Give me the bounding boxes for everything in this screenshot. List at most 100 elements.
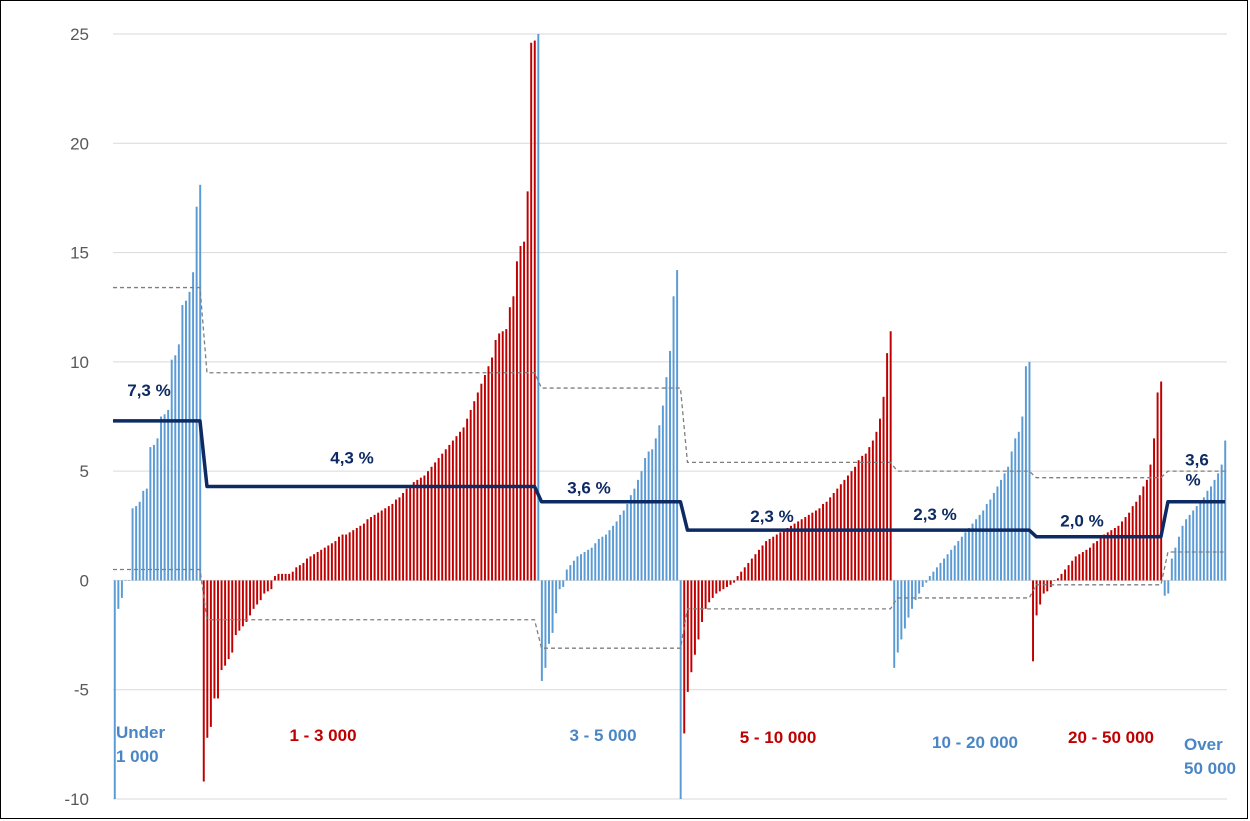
bar — [893, 580, 896, 668]
bar — [982, 510, 985, 581]
bar — [530, 42, 533, 581]
bar — [1149, 464, 1152, 581]
bar — [1088, 547, 1091, 581]
bar — [864, 453, 867, 581]
bar — [167, 409, 170, 581]
band-lines — [113, 286, 1225, 649]
y-tick-label: 15 — [70, 244, 89, 263]
bar — [1181, 525, 1184, 581]
bar — [1177, 536, 1180, 581]
bar — [1185, 519, 1188, 581]
bar — [996, 486, 999, 581]
bar — [644, 458, 647, 581]
bar — [451, 440, 454, 581]
bar — [594, 543, 597, 581]
bar — [156, 438, 159, 581]
bar — [918, 580, 921, 594]
bar — [273, 576, 276, 581]
bar — [537, 34, 540, 581]
bar — [676, 270, 679, 581]
bar — [555, 580, 558, 614]
average-label: 7,3 % — [127, 381, 170, 400]
bar — [1170, 558, 1173, 581]
bar — [754, 554, 757, 581]
bar — [772, 536, 775, 581]
bar — [1074, 556, 1077, 581]
bar — [199, 184, 202, 581]
bar — [879, 418, 881, 581]
bar — [124, 580, 127, 581]
bar — [149, 447, 152, 581]
average-label: 4,3 % — [330, 448, 373, 467]
bar — [779, 532, 782, 581]
bar — [1199, 501, 1202, 581]
bar — [722, 580, 725, 590]
bar — [138, 501, 141, 581]
bar — [1042, 580, 1045, 594]
bar — [711, 580, 714, 598]
bar — [992, 493, 995, 581]
bar — [270, 580, 273, 590]
bar — [647, 451, 650, 581]
bar — [622, 510, 625, 581]
bar — [1124, 517, 1127, 581]
bar — [327, 545, 330, 581]
bar — [1145, 479, 1148, 581]
bar — [320, 549, 323, 581]
bar — [1192, 510, 1195, 581]
y-tick-label: -10 — [64, 790, 89, 809]
bar — [256, 580, 259, 605]
bar — [419, 477, 422, 581]
bar — [508, 307, 511, 581]
bar — [975, 519, 978, 581]
bar — [718, 580, 721, 592]
bar — [587, 549, 590, 581]
bar — [1188, 514, 1191, 581]
bar — [1049, 580, 1052, 587]
bar — [462, 427, 465, 581]
bar — [434, 462, 437, 581]
bar — [857, 460, 860, 581]
bars — [113, 34, 1227, 799]
bar — [366, 519, 369, 581]
bar — [519, 246, 522, 581]
bar — [1099, 536, 1102, 581]
group-label: 5 - 10 000 — [740, 728, 817, 747]
bar — [1053, 580, 1056, 581]
bar — [814, 510, 817, 581]
bar — [701, 580, 704, 622]
bar — [117, 580, 120, 609]
bar — [188, 291, 191, 581]
bar — [1128, 512, 1131, 581]
bar — [227, 580, 230, 660]
bar — [170, 359, 173, 581]
bar — [184, 300, 187, 581]
bar — [775, 534, 778, 581]
bar — [113, 580, 116, 799]
bar — [135, 506, 138, 581]
bar — [693, 580, 696, 655]
bar — [946, 554, 949, 581]
bar — [793, 523, 796, 581]
bar — [120, 580, 123, 598]
group-labels: Under 1 000 1 - 3 000 3 - 5 000 5 - 10 000 10… — [116, 723, 1236, 778]
bar — [1021, 416, 1024, 581]
bar — [501, 331, 504, 581]
bar — [672, 296, 675, 581]
bar — [177, 344, 180, 581]
bar — [1071, 560, 1074, 581]
group-label: 20 - 50 000 — [1068, 728, 1154, 747]
bar — [288, 573, 291, 581]
bar — [1121, 521, 1123, 581]
bar — [1060, 573, 1063, 581]
y-tick-label: 5 — [80, 462, 89, 481]
bar — [971, 523, 974, 581]
bar — [921, 580, 924, 587]
bar — [1081, 552, 1084, 581]
bar — [1174, 547, 1177, 581]
bar — [960, 536, 963, 581]
bar — [466, 418, 469, 581]
bar — [1163, 580, 1166, 596]
bar — [654, 438, 657, 581]
